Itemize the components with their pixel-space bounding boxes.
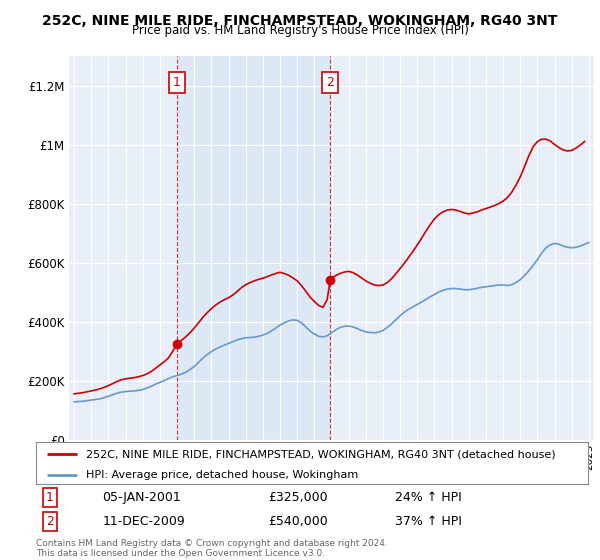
Text: 05-JAN-2001: 05-JAN-2001 [102, 491, 181, 505]
Text: 1: 1 [173, 76, 181, 89]
Text: 252C, NINE MILE RIDE, FINCHAMPSTEAD, WOKINGHAM, RG40 3NT: 252C, NINE MILE RIDE, FINCHAMPSTEAD, WOK… [43, 14, 557, 28]
Text: 11-DEC-2009: 11-DEC-2009 [102, 515, 185, 528]
Text: Price paid vs. HM Land Registry's House Price Index (HPI): Price paid vs. HM Land Registry's House … [131, 24, 469, 36]
Text: £325,000: £325,000 [268, 491, 328, 505]
Text: £540,000: £540,000 [268, 515, 328, 528]
Text: 2: 2 [46, 515, 54, 528]
Text: 252C, NINE MILE RIDE, FINCHAMPSTEAD, WOKINGHAM, RG40 3NT (detached house): 252C, NINE MILE RIDE, FINCHAMPSTEAD, WOK… [86, 449, 556, 459]
Text: 1: 1 [46, 491, 54, 505]
Text: 24% ↑ HPI: 24% ↑ HPI [395, 491, 461, 505]
Text: Contains HM Land Registry data © Crown copyright and database right 2024.
This d: Contains HM Land Registry data © Crown c… [36, 539, 388, 558]
Bar [177, 56, 330, 440]
Text: 2: 2 [326, 76, 334, 89]
Text: HPI: Average price, detached house, Wokingham: HPI: Average price, detached house, Woki… [86, 470, 358, 480]
Text: 37% ↑ HPI: 37% ↑ HPI [395, 515, 461, 528]
